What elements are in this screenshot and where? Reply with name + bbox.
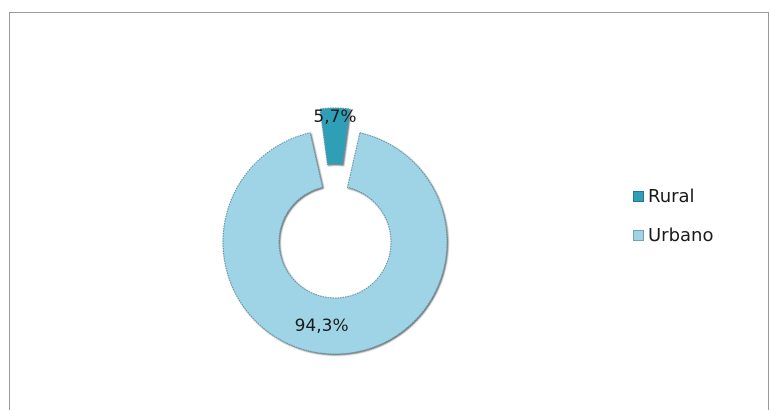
legend-item-rural: Rural [633, 184, 713, 209]
legend: Rural Urbano [633, 184, 713, 262]
slice-label-urbano: 94,3% [295, 316, 349, 336]
legend-swatch-rural [633, 191, 644, 202]
slice-urbano [222, 132, 448, 355]
slice-rural [319, 107, 351, 166]
legend-item-urbano: Urbano [633, 223, 713, 248]
legend-label-urbano: Urbano [648, 225, 714, 246]
slice-label-rural: 5,7% [313, 107, 356, 127]
legend-swatch-urbano [633, 230, 644, 241]
legend-label-rural: Rural [648, 186, 695, 207]
